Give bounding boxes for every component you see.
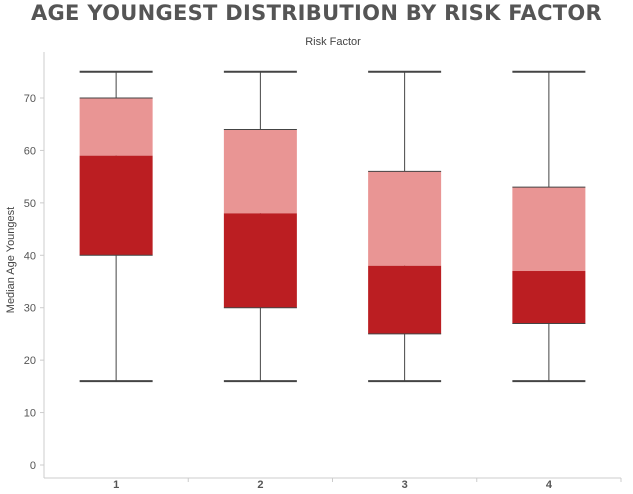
column-header: Risk Factor — [305, 36, 361, 48]
box-group — [512, 70, 586, 383]
x-tick-label: 2 — [257, 479, 263, 491]
boxes — [79, 70, 586, 383]
upper-box — [223, 129, 297, 214]
y-tick-label: 50 — [24, 198, 36, 210]
y-tick-label: 20 — [24, 355, 36, 367]
y-tick-label: 40 — [24, 250, 36, 262]
box-group — [79, 70, 153, 383]
upper-box — [368, 171, 442, 266]
lower-box — [368, 265, 442, 334]
y-tick-label: 60 — [24, 145, 36, 157]
box-group — [223, 70, 297, 383]
lower-box — [512, 271, 586, 324]
upper-box — [512, 187, 586, 272]
lower-box — [79, 155, 153, 256]
chart-title: AGE YOUNGEST DISTRIBUTION BY RISK FACTOR — [30, 1, 603, 25]
x-tick-labels: 1 2 3 4 — [113, 478, 622, 491]
lower-box — [223, 213, 297, 308]
y-tick-label: 30 — [24, 303, 36, 315]
x-tick-label: 1 — [113, 479, 119, 491]
y-tick-label: 0 — [30, 460, 36, 472]
upper-box — [79, 98, 153, 156]
x-tick-label: 3 — [402, 479, 408, 491]
y-tick-label: 10 — [24, 408, 36, 420]
x-tick-label: 4 — [546, 479, 553, 491]
y-tick-label: 70 — [24, 93, 36, 105]
box-group — [368, 70, 442, 383]
y-ticks: 0 10 20 30 40 50 60 70 — [24, 93, 44, 472]
y-axis-label: Median Age Youngest — [5, 207, 17, 313]
